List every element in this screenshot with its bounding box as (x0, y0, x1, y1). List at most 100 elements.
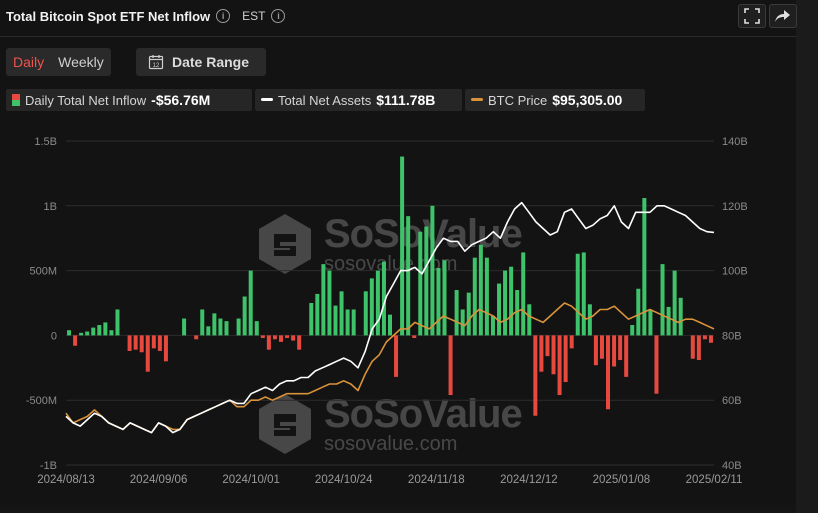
inflow-bar (654, 335, 659, 394)
right-axis-tick-label: 40B (722, 460, 742, 472)
btc-price-legend-icon (471, 98, 483, 101)
x-axis-tick-label: 2025/01/08 (593, 474, 651, 486)
net-assets-legend-value: $111.78B (376, 92, 436, 108)
inflow-bar (702, 335, 707, 340)
inflow-bar (690, 335, 695, 359)
inflow-bar (400, 156, 405, 336)
right-axis-tick-label: 60B (722, 395, 742, 407)
inflow-bar (630, 325, 635, 336)
inflow-bar (533, 335, 538, 416)
left-axis-tick-label: -1B (40, 460, 57, 472)
inflow-bar (581, 252, 586, 336)
x-axis-tick-label: 2024/08/13 (37, 474, 95, 486)
right-axis-tick-label: 140B (722, 136, 748, 148)
sosovalue-logo-icon (259, 214, 311, 274)
inflow-bar (218, 318, 223, 336)
inflow-bar (436, 268, 441, 336)
inflow-bar (91, 327, 96, 336)
legend-btc-price[interactable]: BTC Price $95,305.00 (465, 89, 645, 111)
inflow-bar (133, 335, 138, 350)
inflow-bar (569, 335, 574, 349)
inflow-bar (466, 292, 471, 336)
page-title: Total Bitcoin Spot ETF Net Inflow (6, 8, 211, 24)
inflow-bar (442, 260, 447, 336)
inflow-bar (660, 264, 665, 336)
inflow-bar (448, 335, 453, 396)
inflow-bar (327, 270, 332, 336)
inflow-bar (339, 291, 344, 336)
inflow-bar (388, 314, 392, 336)
inflow-bar (73, 335, 78, 346)
tab-weekly[interactable]: Weekly (58, 54, 104, 70)
fullscreen-icon (744, 8, 760, 24)
inflow-bar (454, 290, 459, 336)
inflow-bar (527, 304, 532, 336)
inflow-bar (587, 304, 592, 336)
inflow-bar (345, 309, 350, 336)
inflow-bar (509, 266, 514, 336)
net-assets-legend-icon (261, 98, 273, 101)
inflow-bar (696, 335, 701, 361)
inflow-bar (321, 264, 326, 336)
title-row: Total Bitcoin Spot ETF Net Inflow i EST … (6, 6, 286, 26)
inflow-bar (248, 270, 253, 336)
share-button[interactable] (769, 4, 797, 28)
inflow-bar (460, 309, 465, 336)
inflow-bar (618, 335, 623, 361)
inflow-bar (563, 335, 568, 383)
legend-inflow[interactable]: Daily Total Net Inflow -$56.76M (6, 89, 252, 111)
inflow-bar (163, 335, 168, 362)
inflow-legend-label: Daily Total Net Inflow (25, 92, 147, 108)
inflow-bar (67, 330, 72, 336)
inflow-bar (606, 335, 611, 410)
x-axis-tick-label: 2024/10/01 (222, 474, 280, 486)
btc-price-legend-value: $95,305.00 (552, 92, 623, 108)
inflow-bar (381, 261, 386, 336)
inflow-bar (291, 335, 296, 341)
inflow-bar (103, 322, 108, 336)
inflow-bar (145, 335, 150, 372)
right-axis-tick-label: 100B (722, 266, 748, 278)
info-icon[interactable]: i (216, 9, 231, 23)
inflow-bar (672, 270, 677, 336)
sosovalue-logo-icon (259, 394, 311, 454)
legend-net-assets[interactable]: Total Net Assets $111.78B (255, 89, 462, 111)
inflow-bar (309, 303, 314, 336)
inflow-bar (194, 335, 199, 340)
inflow-bar (612, 335, 617, 367)
inflow-bar (206, 326, 211, 336)
left-axis-tick-label: 500M (29, 266, 57, 278)
inflow-bar (182, 318, 187, 336)
net-assets-legend-label: Total Net Assets (278, 92, 372, 108)
chart-panel (0, 0, 796, 505)
header-divider (0, 36, 796, 37)
inflow-bar (85, 331, 90, 336)
btc-price-line (65, 302, 715, 434)
inflow-bar (666, 306, 671, 336)
x-axis-tick-label: 2024/11/18 (408, 474, 465, 486)
date-range-button[interactable]: 12 Date Range (136, 48, 266, 76)
timezone-info-icon[interactable]: i (271, 9, 286, 23)
fullscreen-button[interactable] (738, 4, 766, 28)
inflow-bar (515, 290, 520, 336)
x-axis-tick-label: 2024/09/06 (130, 474, 188, 486)
tab-daily[interactable]: Daily (13, 54, 45, 70)
inflow-bar (490, 315, 495, 336)
inflow-bar (109, 330, 114, 336)
inflow-bar (575, 253, 580, 336)
inflow-bar (678, 297, 683, 336)
inflow-bar (521, 252, 526, 336)
inflow-bar (236, 318, 241, 336)
inflow-bar (406, 216, 411, 336)
inflow-bar (260, 335, 265, 338)
calendar-day-text: 12 (153, 63, 160, 69)
inflow-bar (242, 296, 247, 336)
inflow-bar (497, 283, 502, 336)
left-axis-tick-label: 1B (44, 201, 57, 213)
inflow-bar (212, 313, 217, 336)
scroll-strip (796, 0, 818, 513)
inflow-bar (200, 309, 205, 336)
inflow-bar (351, 309, 356, 336)
inflow-bar (557, 335, 562, 396)
